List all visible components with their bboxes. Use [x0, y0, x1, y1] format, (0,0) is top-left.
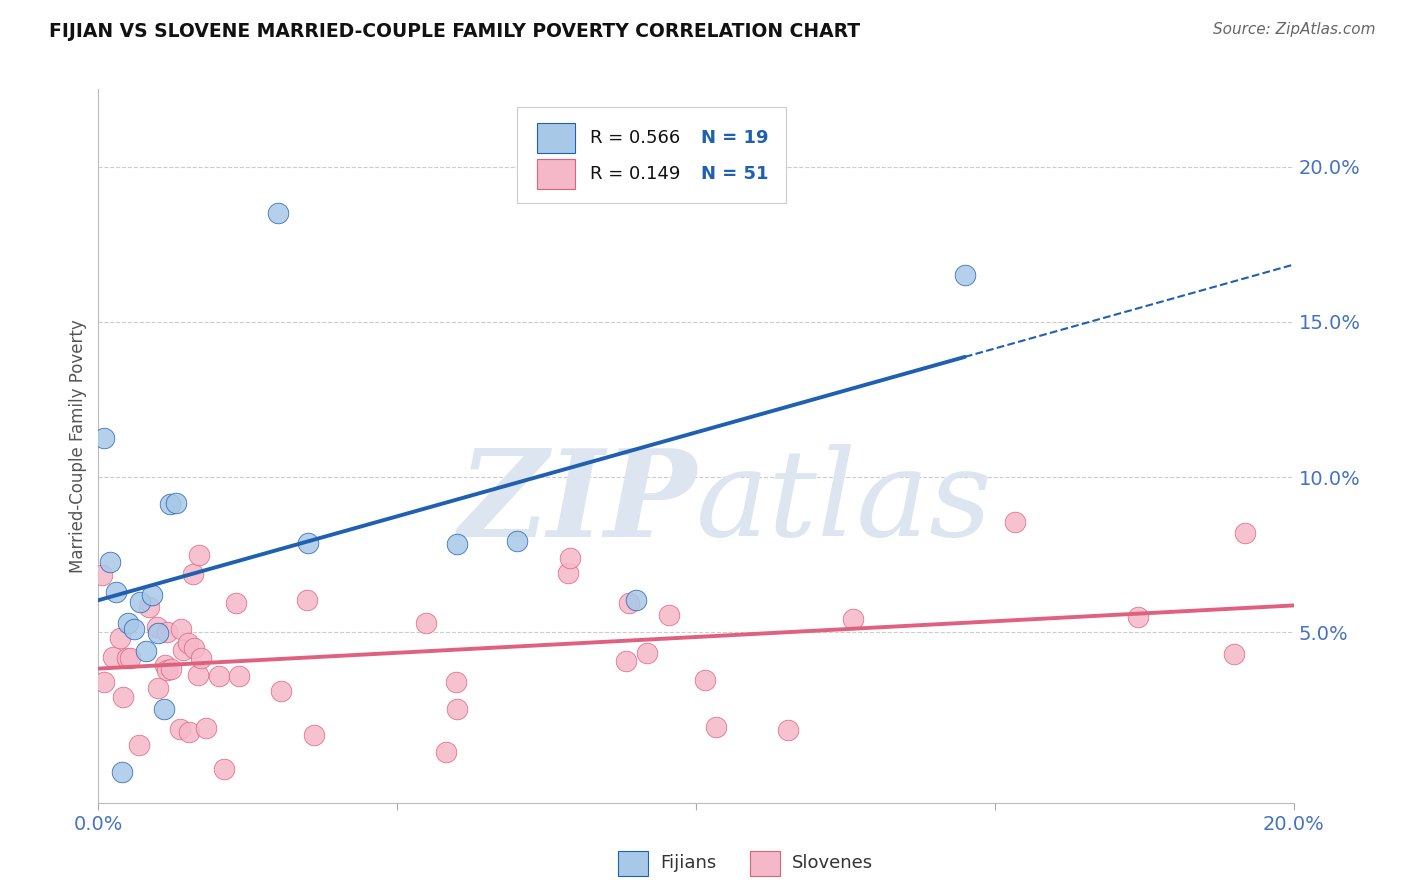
- Text: atlas: atlas: [696, 444, 993, 562]
- Point: [93, 431, 115, 445]
- Point: [619, 595, 641, 609]
- Point: [297, 536, 319, 550]
- Point: [225, 596, 247, 610]
- Point: [228, 668, 250, 682]
- Point: [177, 635, 200, 649]
- Text: N = 19: N = 19: [700, 129, 768, 147]
- Point: [146, 681, 169, 696]
- Point: [117, 616, 139, 631]
- Y-axis label: Married-Couple Family Poverty: Married-Couple Family Poverty: [69, 319, 87, 573]
- Point: [112, 690, 135, 705]
- Point: [183, 641, 205, 656]
- Point: [270, 683, 292, 698]
- Point: [111, 764, 134, 779]
- Point: [187, 668, 209, 682]
- Point: [267, 206, 290, 220]
- Point: [842, 612, 865, 626]
- Text: Source: ZipAtlas.com: Source: ZipAtlas.com: [1212, 22, 1375, 37]
- Point: [626, 593, 648, 607]
- Point: [1223, 647, 1246, 661]
- Point: [105, 585, 128, 599]
- Point: [636, 646, 658, 660]
- Point: [148, 626, 170, 640]
- Point: [129, 595, 152, 609]
- Point: [557, 566, 579, 581]
- Point: [444, 675, 467, 690]
- Point: [98, 555, 122, 569]
- Point: [169, 722, 191, 736]
- Point: [120, 651, 142, 665]
- Point: [179, 725, 201, 739]
- Point: [1128, 610, 1150, 624]
- Point: [101, 649, 124, 664]
- Text: FIJIAN VS SLOVENE MARRIED-COUPLE FAMILY POVERTY CORRELATION CHART: FIJIAN VS SLOVENE MARRIED-COUPLE FAMILY …: [49, 22, 860, 41]
- Point: [704, 720, 727, 734]
- Point: [434, 745, 457, 759]
- Point: [1004, 515, 1026, 529]
- Point: [558, 551, 581, 566]
- Point: [146, 620, 169, 634]
- Point: [155, 658, 177, 673]
- Point: [138, 599, 160, 614]
- FancyBboxPatch shape: [537, 159, 575, 189]
- Point: [693, 673, 716, 687]
- Point: [172, 643, 194, 657]
- Point: [295, 592, 318, 607]
- Point: [506, 533, 529, 548]
- Point: [165, 495, 187, 509]
- Point: [208, 668, 231, 682]
- Text: ZIP: ZIP: [458, 444, 696, 562]
- Point: [108, 631, 131, 645]
- Point: [190, 651, 212, 665]
- Point: [160, 662, 183, 676]
- Point: [156, 663, 179, 677]
- Point: [212, 762, 235, 776]
- Point: [953, 268, 976, 282]
- Point: [135, 643, 157, 657]
- Text: Slovenes: Slovenes: [792, 855, 873, 872]
- Point: [446, 537, 468, 551]
- Point: [141, 588, 163, 602]
- FancyBboxPatch shape: [517, 107, 786, 203]
- Point: [181, 567, 204, 582]
- FancyBboxPatch shape: [749, 851, 780, 876]
- Point: [90, 567, 112, 582]
- Point: [170, 622, 193, 636]
- Point: [616, 654, 638, 668]
- FancyBboxPatch shape: [619, 851, 648, 876]
- Point: [302, 728, 325, 742]
- Point: [658, 607, 681, 622]
- Point: [415, 616, 437, 631]
- Point: [194, 721, 217, 735]
- Point: [778, 723, 800, 737]
- Point: [128, 738, 150, 752]
- Point: [156, 624, 179, 639]
- Point: [188, 548, 211, 562]
- FancyBboxPatch shape: [537, 123, 575, 153]
- Point: [124, 622, 146, 636]
- Point: [159, 497, 181, 511]
- Point: [93, 674, 115, 689]
- Point: [115, 651, 138, 665]
- Text: N = 51: N = 51: [700, 165, 768, 183]
- Text: R = 0.566: R = 0.566: [589, 129, 681, 147]
- Point: [446, 702, 468, 716]
- Text: R = 0.149: R = 0.149: [589, 165, 681, 183]
- Point: [1233, 525, 1256, 540]
- Text: Fijians: Fijians: [661, 855, 717, 872]
- Point: [153, 702, 176, 716]
